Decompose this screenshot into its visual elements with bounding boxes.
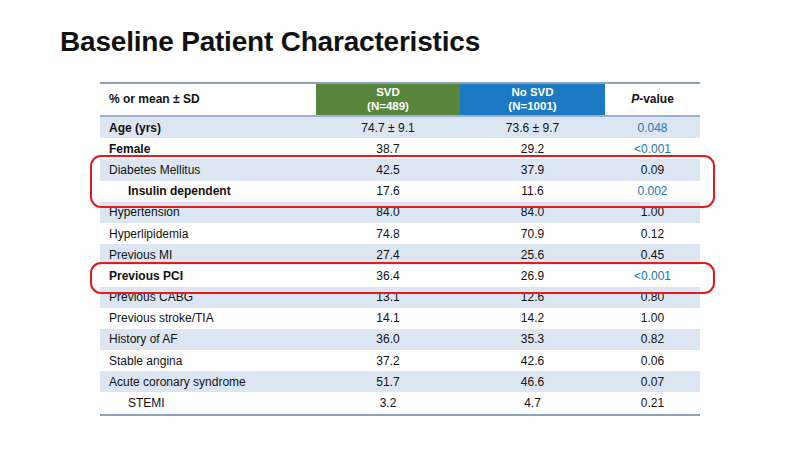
svd-value: 84.0 [316, 205, 460, 219]
p-value: <0.001 [605, 142, 700, 156]
row-label: Female [100, 142, 316, 156]
no-svd-value: 35.3 [460, 332, 605, 346]
no-svd-value: 4.7 [460, 396, 605, 410]
p-value: 0.82 [605, 332, 700, 346]
table-row: Stable angina 37.2 42.6 0.06 [100, 350, 700, 371]
table-row: Previous CABG 13.1 12.6 0.80 [100, 287, 700, 308]
no-svd-value: 25.6 [460, 248, 605, 262]
svd-value: 36.0 [316, 332, 460, 346]
no-svd-value: 73.6 ± 9.7 [460, 121, 605, 135]
no-svd-value: 26.9 [460, 269, 605, 283]
p-value: 0.09 [605, 163, 700, 177]
p-value: <0.001 [605, 269, 700, 283]
row-label: Insulin dependent [100, 184, 316, 198]
table-rows: Age (yrs) 74.7 ± 9.1 73.6 ± 9.7 0.048 Fe… [100, 117, 700, 414]
p-value: 0.06 [605, 354, 700, 368]
p-value: 1.00 [605, 205, 700, 219]
p-value: 1.00 [605, 311, 700, 325]
table-row: Previous stroke/TIA 14.1 14.2 1.00 [100, 308, 700, 329]
table-row: Hyperlipidemia 74.8 70.9 0.12 [100, 223, 700, 244]
svd-value: 38.7 [316, 142, 460, 156]
row-label: STEMI [100, 396, 316, 410]
row-label: Stable angina [100, 354, 316, 368]
no-svd-value: 29.2 [460, 142, 605, 156]
slide: Baseline Patient Characteristics % or me… [0, 0, 800, 450]
row-label: Hyperlipidemia [100, 227, 316, 241]
svd-value: 37.2 [316, 354, 460, 368]
p-value: 0.45 [605, 248, 700, 262]
no-svd-value: 70.9 [460, 227, 605, 241]
p-value: 0.80 [605, 290, 700, 304]
p-value: 0.07 [605, 375, 700, 389]
row-label: Previous PCI [100, 269, 316, 283]
no-svd-value: 14.2 [460, 311, 605, 325]
row-label: History of AF [100, 332, 316, 346]
p-value: 0.12 [605, 227, 700, 241]
header-svd-group: SVD (N=489) [316, 84, 460, 115]
no-svd-value: 46.6 [460, 375, 605, 389]
svd-value: 36.4 [316, 269, 460, 283]
svd-value: 27.4 [316, 248, 460, 262]
table-row: Acute coronary syndrome 51.7 46.6 0.07 [100, 371, 700, 392]
baseline-characteristics-table: % or mean ± SD SVD (N=489) No SVD (N=100… [100, 82, 700, 416]
table-row: Insulin dependent 17.6 11.6 0.002 [100, 181, 700, 202]
header-svd-n: (N=489) [367, 100, 409, 114]
p-value: 0.21 [605, 396, 700, 410]
svd-value: 3.2 [316, 396, 460, 410]
header-no-svd-title: No SVD [511, 86, 553, 100]
slide-title: Baseline Patient Characteristics [60, 26, 480, 58]
row-label: Previous MI [100, 248, 316, 262]
row-label: Previous CABG [100, 290, 316, 304]
row-label: Acute coronary syndrome [100, 375, 316, 389]
header-svd-title: SVD [376, 86, 400, 100]
table-row: STEMI 3.2 4.7 0.21 [100, 392, 700, 413]
table-row: Female 38.7 29.2 <0.001 [100, 138, 700, 159]
table-row: Age (yrs) 74.7 ± 9.1 73.6 ± 9.7 0.048 [100, 117, 700, 138]
header-no-svd-group: No SVD (N=1001) [460, 84, 605, 115]
row-label: Hypertension [100, 205, 316, 219]
no-svd-value: 11.6 [460, 184, 605, 198]
row-label: Age (yrs) [100, 121, 316, 135]
row-label: Previous stroke/TIA [100, 311, 316, 325]
table-row: Previous MI 27.4 25.6 0.45 [100, 244, 700, 265]
svd-value: 51.7 [316, 375, 460, 389]
no-svd-value: 84.0 [460, 205, 605, 219]
header-no-svd-n: (N=1001) [508, 100, 556, 114]
header-p-value: P-value [605, 84, 700, 115]
no-svd-value: 12.6 [460, 290, 605, 304]
table-row: History of AF 36.0 35.3 0.82 [100, 329, 700, 350]
table-row: Hypertension 84.0 84.0 1.00 [100, 202, 700, 223]
header-p-rest: -value [639, 92, 674, 106]
svd-value: 74.7 ± 9.1 [316, 121, 460, 135]
table-row: Diabetes Mellitus 42.5 37.9 0.09 [100, 159, 700, 180]
header-measure-label: % or mean ± SD [100, 84, 316, 115]
row-label: Diabetes Mellitus [100, 163, 316, 177]
no-svd-value: 37.9 [460, 163, 605, 177]
svd-value: 74.8 [316, 227, 460, 241]
svd-value: 13.1 [316, 290, 460, 304]
svd-value: 17.6 [316, 184, 460, 198]
p-value: 0.048 [605, 121, 700, 135]
no-svd-value: 42.6 [460, 354, 605, 368]
table-header-row: % or mean ± SD SVD (N=489) No SVD (N=100… [100, 84, 700, 117]
header-p-italic: P [631, 92, 639, 106]
svd-value: 14.1 [316, 311, 460, 325]
p-value: 0.002 [605, 184, 700, 198]
table-row: Previous PCI 36.4 26.9 <0.001 [100, 265, 700, 286]
svd-value: 42.5 [316, 163, 460, 177]
